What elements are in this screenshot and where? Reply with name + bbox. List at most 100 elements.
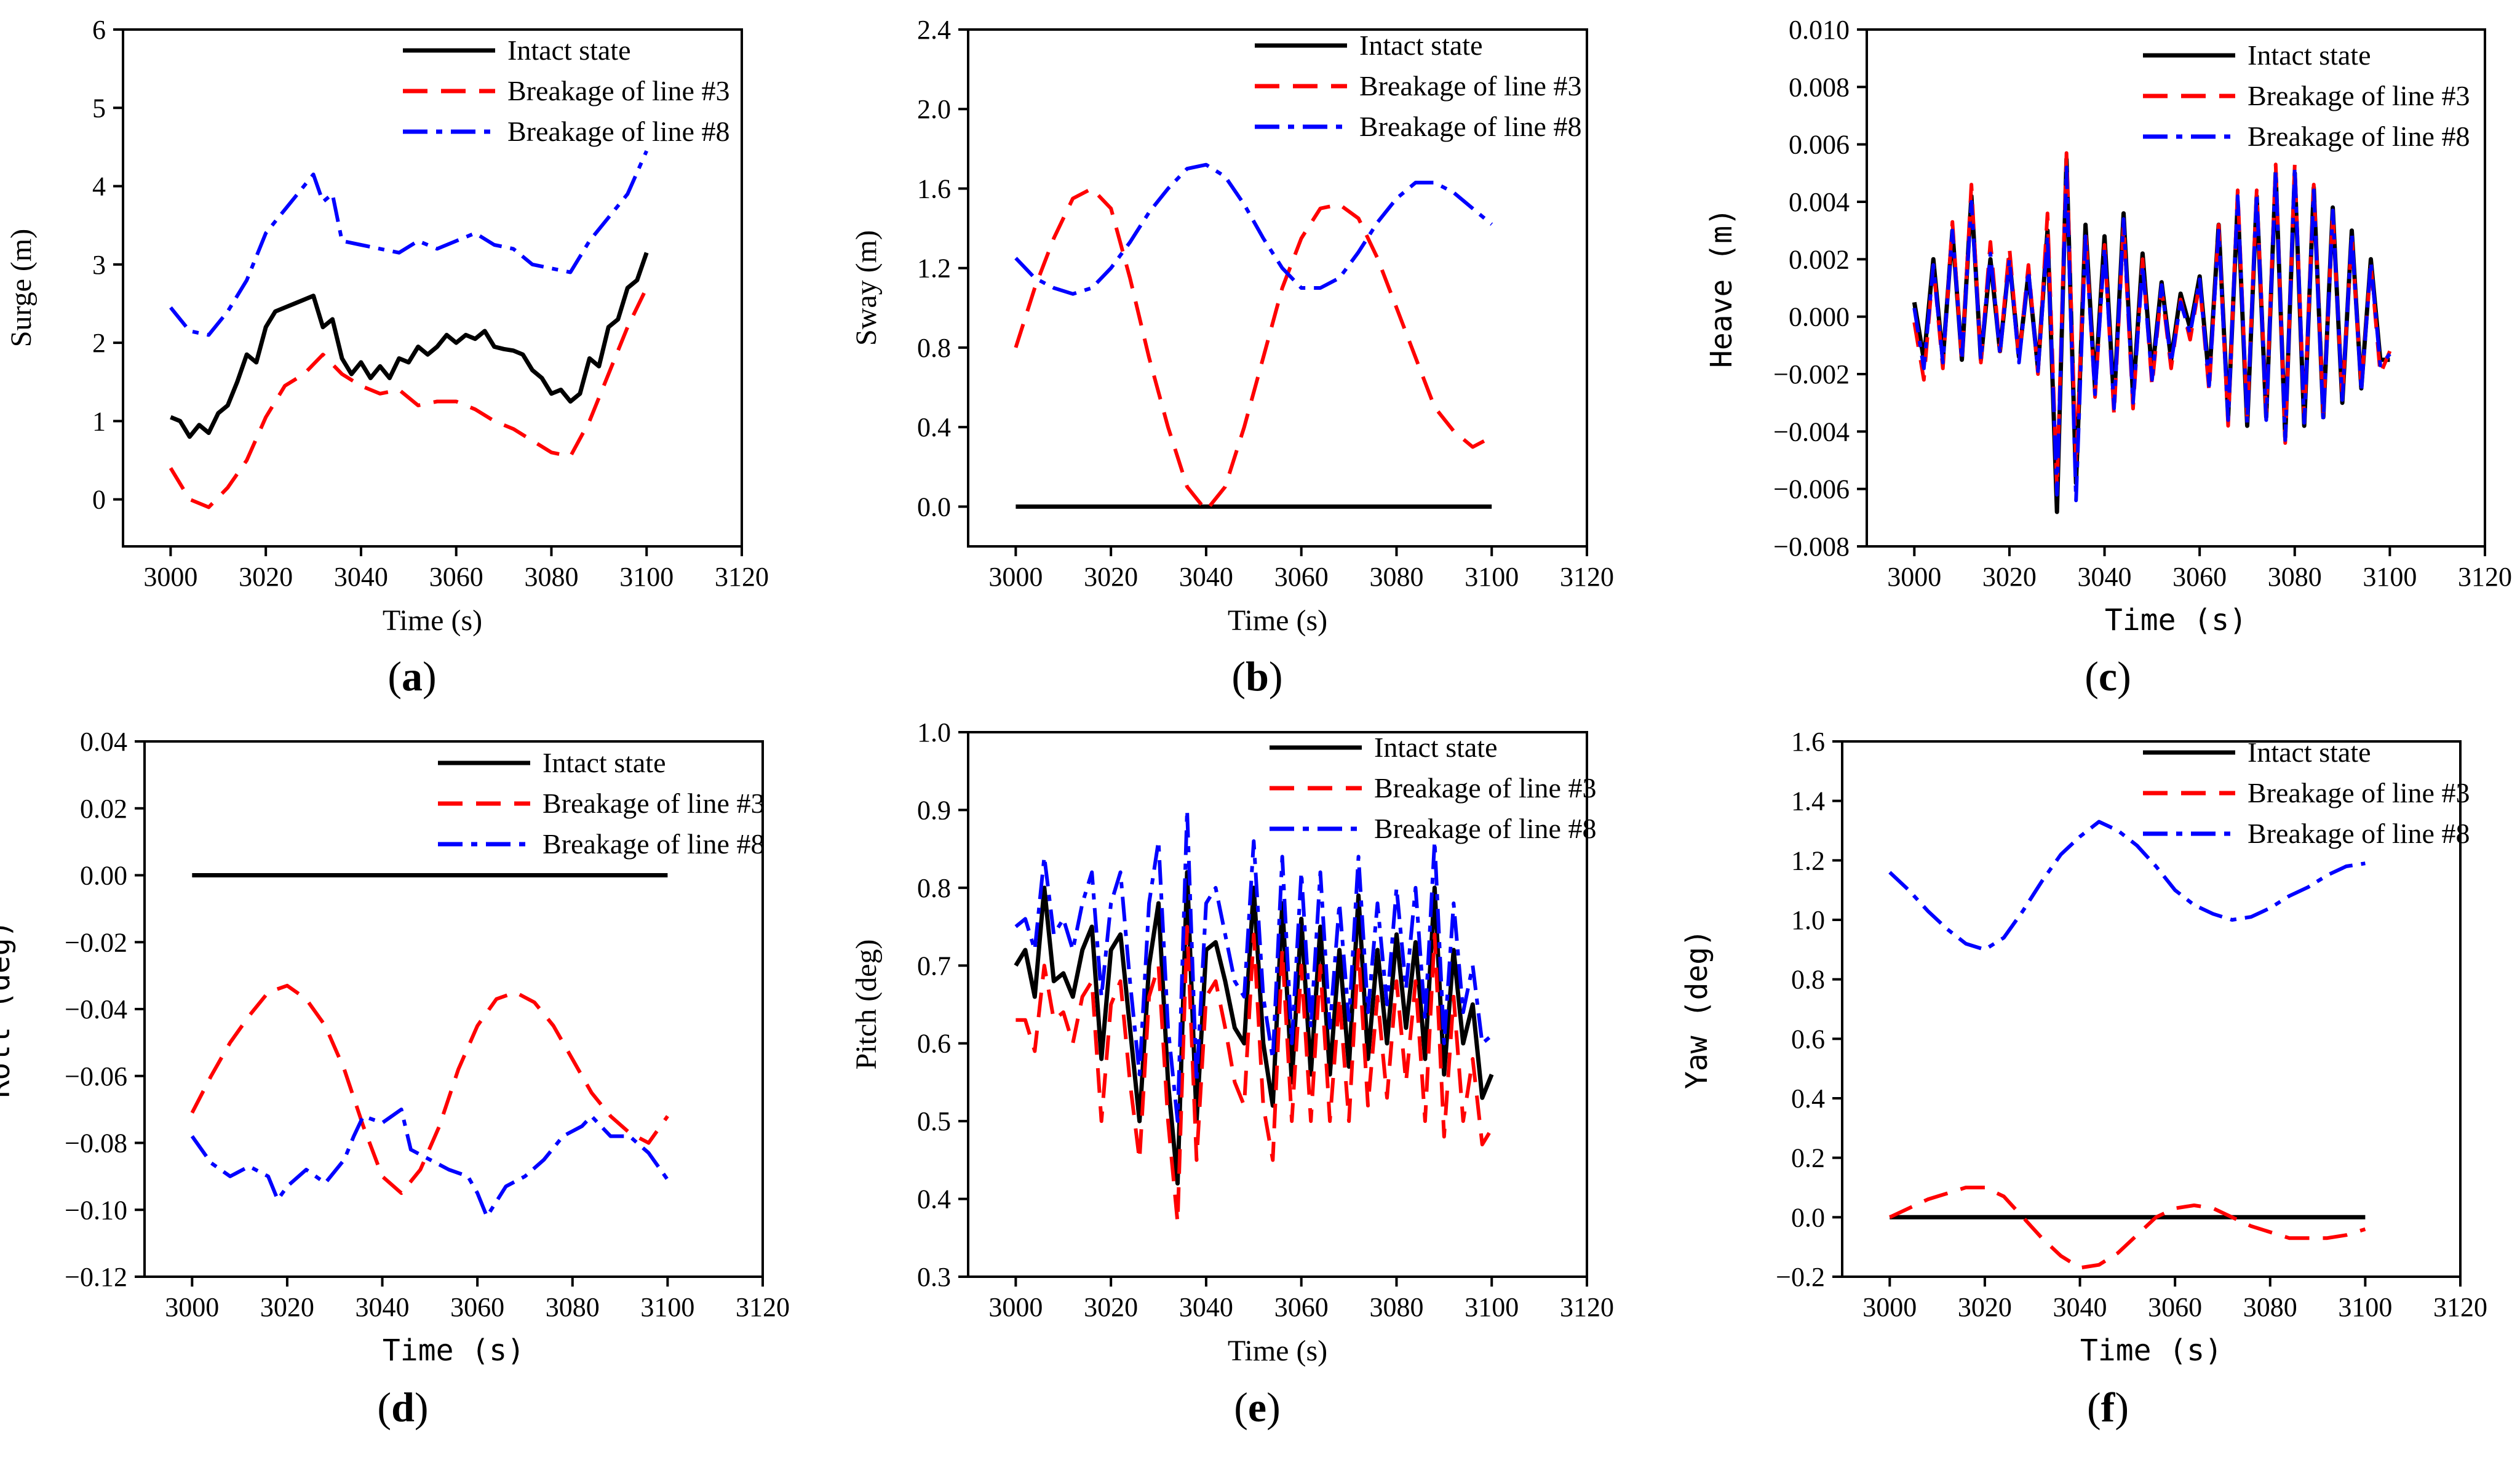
panel-caption: (f): [2087, 1384, 2129, 1431]
x-tick-label: 3080: [546, 1292, 600, 1322]
y-tick-label: 0.002: [1789, 244, 1850, 274]
x-tick-label: 3060: [429, 562, 483, 592]
plot-frame: [143, 740, 764, 1278]
y-tick-label: 0.00: [80, 861, 127, 891]
legend-label: Intact state: [1359, 30, 1483, 61]
legend-label: Intact state: [1374, 732, 1498, 763]
y-axis-label: Roll (deg): [0, 920, 17, 1098]
x-tick-label: 3080: [1369, 1292, 1423, 1322]
legend-label: Breakage of line #3: [2248, 80, 2470, 111]
series-line-line3: [1889, 1186, 2366, 1270]
y-tick-label: −0.002: [1773, 359, 1850, 389]
legend-label: Breakage of line #3: [1374, 772, 1596, 804]
legend-label: Breakage of line #8: [2248, 818, 2470, 849]
x-tick-label: 3120: [736, 1292, 790, 1322]
series-line-line8: [169, 150, 648, 337]
x-axis-label: Time (s): [383, 1333, 525, 1368]
y-tick-label: 2.4: [917, 15, 951, 45]
y-tick-label: −0.12: [65, 1262, 127, 1292]
plot-frame: [122, 28, 743, 548]
y-tick-label: 1.2: [917, 253, 951, 284]
x-tick-label: 3040: [2053, 1292, 2107, 1322]
series-line-line3: [190, 983, 669, 1196]
x-tick-label: 3120: [2458, 562, 2512, 592]
x-tick-label: 3040: [1179, 1292, 1233, 1322]
legend-label: Breakage of line #3: [1359, 70, 1581, 102]
y-tick-label: 0.7: [917, 951, 951, 981]
x-tick-label: 3000: [1887, 562, 1941, 592]
x-tick-label: 3080: [524, 562, 578, 592]
legend-label: Intact state: [2248, 736, 2371, 768]
panel-caption: (e): [1234, 1384, 1281, 1431]
x-axis-label: Time (s): [2105, 603, 2247, 637]
y-tick-label: 0.4: [917, 1184, 951, 1215]
x-tick-label: 3000: [988, 562, 1043, 592]
y-tick-label: 1.2: [1791, 845, 1825, 876]
x-tick-label: 3040: [356, 1292, 410, 1322]
y-tick-label: 0.004: [1789, 187, 1850, 217]
panel-letter: f: [2101, 1384, 2116, 1431]
panel-caption: (c): [2085, 653, 2131, 700]
y-tick-label: 0.4: [917, 412, 951, 442]
panel-letter: b: [1246, 653, 1269, 700]
y-tick-label: −0.008: [1773, 532, 1850, 562]
chart-panel-b: 3000 3020 3040 3060 3080 3100 3120 0.0 0.4 0.8 1.2…: [850, 15, 1614, 700]
series-line-line3: [1014, 186, 1493, 513]
y-tick-label: −0.10: [65, 1195, 127, 1225]
x-axis-label: Time (s): [2080, 1333, 2222, 1368]
y-tick-label: −0.004: [1773, 417, 1850, 447]
legend-label: Intact state: [507, 34, 631, 66]
chart-panel-f: 3000 3020 3040 3060 3080 3100 3120 −0.2 0.0 0.2 0.…: [1680, 727, 2487, 1431]
y-tick-label: 1.0: [917, 717, 951, 748]
legend-label: Breakage of line #8: [1374, 813, 1596, 844]
y-tick-label: 3: [92, 250, 106, 280]
x-tick-label: 3120: [1560, 1292, 1614, 1322]
y-tick-label: 2.0: [917, 94, 951, 124]
y-tick-label: 0.8: [1791, 965, 1825, 995]
y-tick-label: 0.006: [1789, 130, 1850, 160]
y-tick-label: 1.6: [1791, 727, 1825, 757]
y-tick-label: 0.000: [1789, 302, 1850, 332]
chart-panel-e: 3000 3020 3040 3060 3080 3100 3120 0.3 0.4 0.5 0.6…: [850, 717, 1614, 1431]
y-tick-label: 1: [92, 406, 106, 436]
x-tick-label: 3040: [334, 562, 388, 592]
y-axis-label: Yaw (deg): [1680, 929, 1714, 1089]
panel-letter: a: [402, 653, 423, 700]
y-tick-label: 0.3: [917, 1262, 951, 1292]
x-tick-label: 3120: [715, 562, 769, 592]
series-line-intact: [170, 252, 649, 439]
y-tick-label: 6: [92, 15, 106, 45]
legend-label: Breakage of line #8: [543, 828, 765, 860]
x-tick-label: 3040: [2078, 562, 2132, 592]
legend-label: Breakage of line #8: [507, 116, 729, 147]
x-tick-label: 3120: [2433, 1292, 2487, 1322]
x-tick-label: 3020: [1982, 562, 2037, 592]
chart-panel-a: 3000 3020 3040 3060 3080 3100 3120 0 1 2 3 4 5 6 Time …: [5, 15, 769, 700]
x-tick-label: 3080: [2268, 562, 2322, 592]
y-tick-label: 0.2: [1791, 1143, 1825, 1173]
y-tick-label: −0.08: [65, 1128, 127, 1159]
panel-letter: d: [391, 1384, 415, 1431]
y-tick-label: 1.4: [1791, 786, 1825, 816]
series-line-line8: [190, 1108, 669, 1219]
x-tick-label: 3020: [239, 562, 293, 592]
panel-caption: (b): [1231, 653, 1282, 700]
x-tick-label: 3000: [143, 562, 197, 592]
x-tick-label: 3040: [1179, 562, 1233, 592]
y-axis-label: Surge (m): [5, 229, 38, 347]
panel-caption: (d): [377, 1384, 428, 1431]
x-tick-label: 3060: [2148, 1292, 2202, 1322]
x-tick-label: 3100: [1465, 562, 1519, 592]
x-tick-label: 3100: [2363, 562, 2417, 592]
y-tick-label: −0.006: [1773, 474, 1850, 505]
y-tick-label: 0.8: [917, 873, 951, 903]
y-tick-label: 0.9: [917, 795, 951, 825]
series-line-line8: [1888, 820, 2366, 952]
y-tick-label: −0.02: [65, 927, 127, 957]
panel-caption: (a): [388, 653, 436, 700]
series-line-intact: [1014, 870, 1494, 1186]
panel-letter: e: [1248, 1384, 1266, 1431]
y-tick-label: 0.6: [917, 1029, 951, 1059]
y-tick-label: 0.5: [917, 1106, 951, 1136]
series-line-line3: [1016, 925, 1493, 1224]
